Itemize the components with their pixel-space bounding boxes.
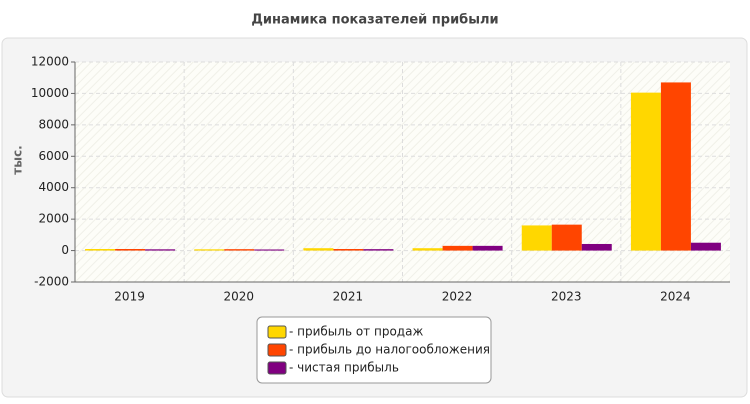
y-tick-label: 8000 [38,117,69,131]
bar [551,224,582,251]
x-tick-label: 2019 [114,290,145,304]
y-tick-label: 12000 [31,55,69,69]
legend-swatch [267,325,287,339]
bar [472,245,503,251]
bar [254,249,285,251]
chart-title: Динамика показателей прибыли [251,13,498,28]
y-tick-label: -2000 [34,275,69,289]
bar [660,82,691,251]
legend-label: - прибыль от продаж [289,325,423,339]
bar [115,249,146,251]
bar [630,92,661,251]
bar [581,243,612,251]
bar [145,249,176,251]
x-tick-label: 2020 [223,290,254,304]
x-tick-label: 2024 [660,290,691,304]
legend-label: - прибыль до налогообложения [289,343,490,357]
bar [690,242,721,251]
bar [194,249,225,251]
bar [363,249,394,251]
y-tick-label: 2000 [38,212,69,226]
legend-swatch [267,361,287,375]
y-axis-label: тыс. [11,145,25,174]
bar [333,249,364,251]
legend-label: - чистая прибыль [289,361,399,375]
bar [224,249,255,251]
legend [256,316,492,384]
bar [442,245,473,251]
y-tick-label: 4000 [38,180,69,194]
y-tick-label: 6000 [38,149,69,163]
bar [303,248,334,251]
x-tick-label: 2023 [551,290,582,304]
x-tick-label: 2021 [333,290,364,304]
bar [85,249,116,251]
legend-swatch [267,343,287,357]
bar [521,225,552,251]
bar [412,248,443,251]
x-tick-label: 2022 [442,290,473,304]
y-tick-label: 10000 [31,86,69,100]
y-tick-label: 0 [61,243,69,257]
